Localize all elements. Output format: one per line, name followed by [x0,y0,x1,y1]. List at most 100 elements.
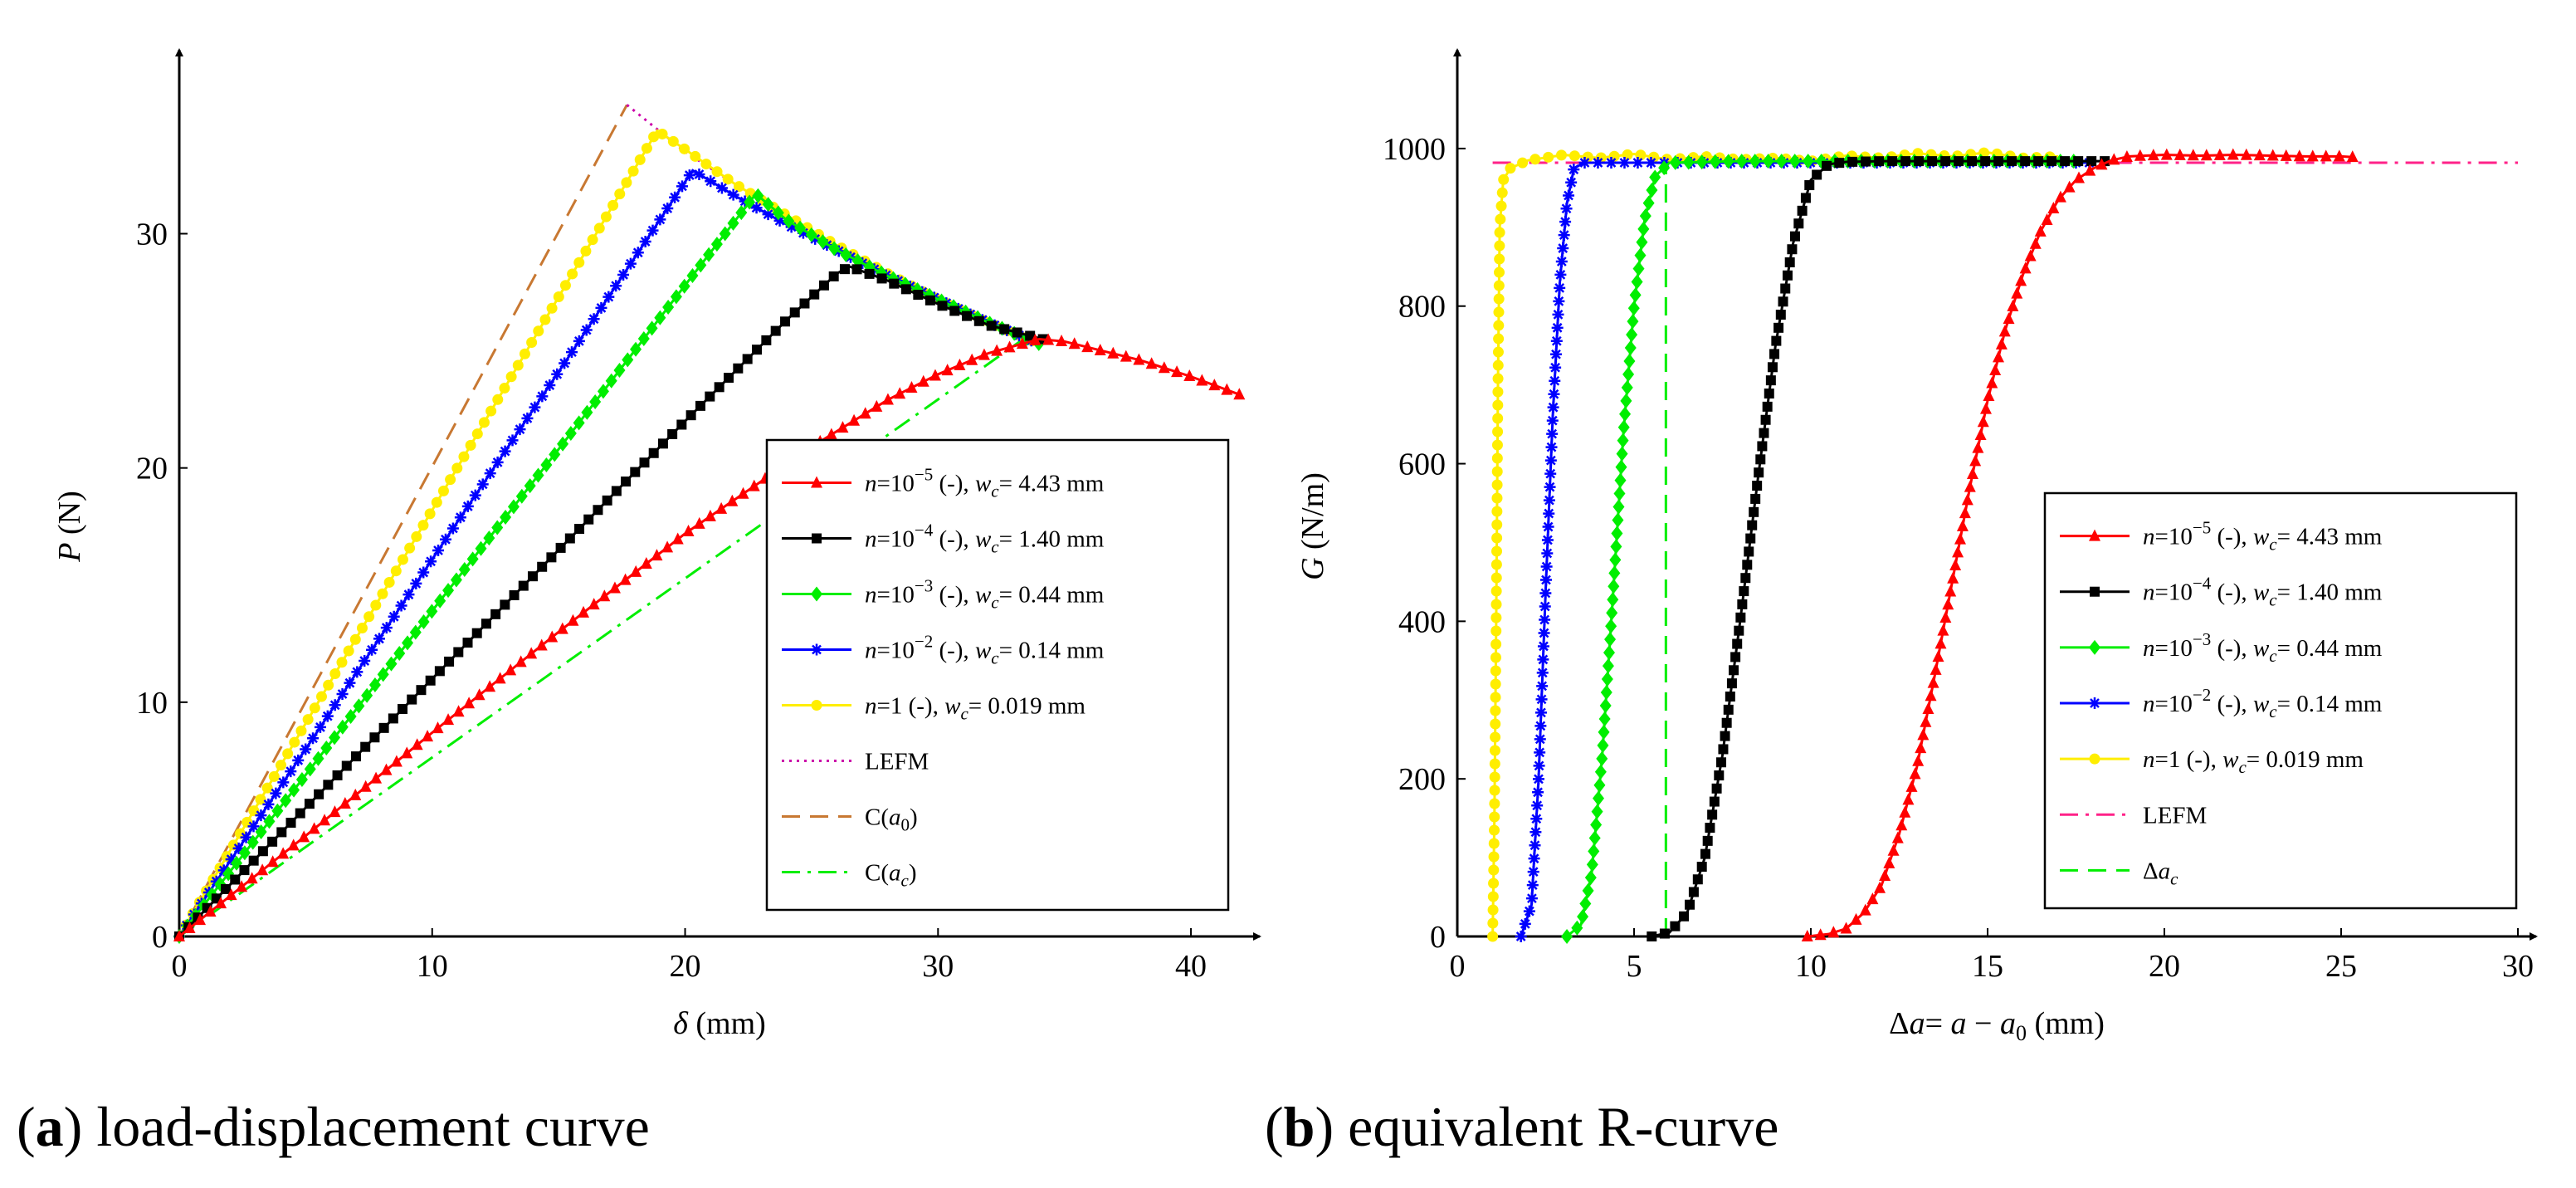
legend-sample [2060,586,2130,597]
data-point [686,268,699,284]
data-point [1939,610,1952,623]
data-point [1732,638,1743,649]
x-tick-label: 5 [1627,949,1642,984]
y-tick-label: 0 [1430,920,1446,955]
data-point [1530,826,1542,838]
y-tick-label: 200 [1398,762,1446,797]
data-point [1489,758,1500,770]
data-point [876,273,887,284]
series-n-10-w-c-4-43-mm [173,333,1246,941]
data-point [1720,731,1730,741]
data-point [809,232,822,245]
data-point [1917,728,1930,741]
data-point [285,818,296,829]
data-point [344,709,357,725]
data-point [295,772,308,788]
data-point [1492,399,1504,411]
legend-label: LEFM [2143,802,2207,829]
data-point [2266,149,2279,161]
data-point [266,855,279,868]
data-point [298,830,310,843]
data-point [1490,652,1501,663]
data-point [733,363,744,374]
data-point [549,447,561,462]
data-point [255,824,267,840]
legend-sample [2060,529,2130,541]
data-point [1490,612,1502,623]
data-point [434,666,445,677]
data-point [431,496,442,508]
data-point [752,188,764,203]
data-point [2320,149,2332,162]
data-point [1993,156,2004,167]
data-point [1773,322,1784,333]
legend-sample [782,700,851,711]
y-axis-label: P (N) [52,491,87,562]
data-point [1577,909,1589,925]
data-point [1899,805,1911,818]
data-point [567,268,578,280]
data-point [350,751,361,762]
data-point [1578,156,1591,169]
data-point [1827,926,1840,938]
x-tick-label: 25 [2325,949,2357,984]
data-point [2054,190,2066,203]
data-point [925,295,935,306]
data-point [587,234,598,246]
data-point [719,226,731,242]
data-point [1621,379,1633,395]
data-point [1940,156,1951,167]
series-line [1566,159,2087,938]
data-point [287,838,300,851]
data-point [509,590,520,601]
series-line [178,104,628,937]
x-tick-label: 40 [1175,949,1207,984]
data-point [248,805,260,817]
data-point [752,345,763,355]
data-point [484,680,496,692]
data-point [204,905,217,917]
data-point [2041,213,2053,225]
data-point [2007,299,2019,311]
data-point [285,765,297,778]
data-point [512,359,524,371]
data-point [678,278,690,294]
data-point [851,264,862,275]
data-point [526,337,538,349]
data-point [1745,533,1756,544]
data-point [1627,301,1640,316]
data-point [1891,831,1904,843]
data-point [255,794,266,805]
data-point [257,846,268,857]
data-point [451,462,463,474]
chart-a: 0 10 20 30 40 0 10 20 30 δ (mm) P (N) n=10−5 (-), w… [52,48,1261,1041]
x-tick-label: 15 [1972,949,2003,984]
data-point [555,542,566,553]
data-point [275,760,286,771]
data-point [466,551,479,567]
data-point [1549,361,1562,374]
data-point [602,495,612,506]
y-tick-label: 0 [152,920,168,955]
data-point [1517,157,1529,169]
data-point [1491,452,1503,464]
data-point [2187,149,2199,161]
data-point [797,227,809,239]
data-point [359,780,372,792]
data-point [546,630,559,643]
data-point [700,159,712,170]
data-point [1536,667,1549,679]
data-point [1107,346,1120,359]
legend-label: n=10−3 (-), wc= 0.44 mm [865,576,1105,613]
data-point [351,666,363,678]
data-point [630,467,641,477]
data-point [567,614,579,626]
data-point [593,222,605,234]
data-point [247,820,260,833]
data-point [539,314,551,325]
data-point [805,227,817,242]
data-point [373,633,385,645]
data-point [737,486,749,499]
data-point [621,477,632,487]
data-point [1658,160,1671,176]
